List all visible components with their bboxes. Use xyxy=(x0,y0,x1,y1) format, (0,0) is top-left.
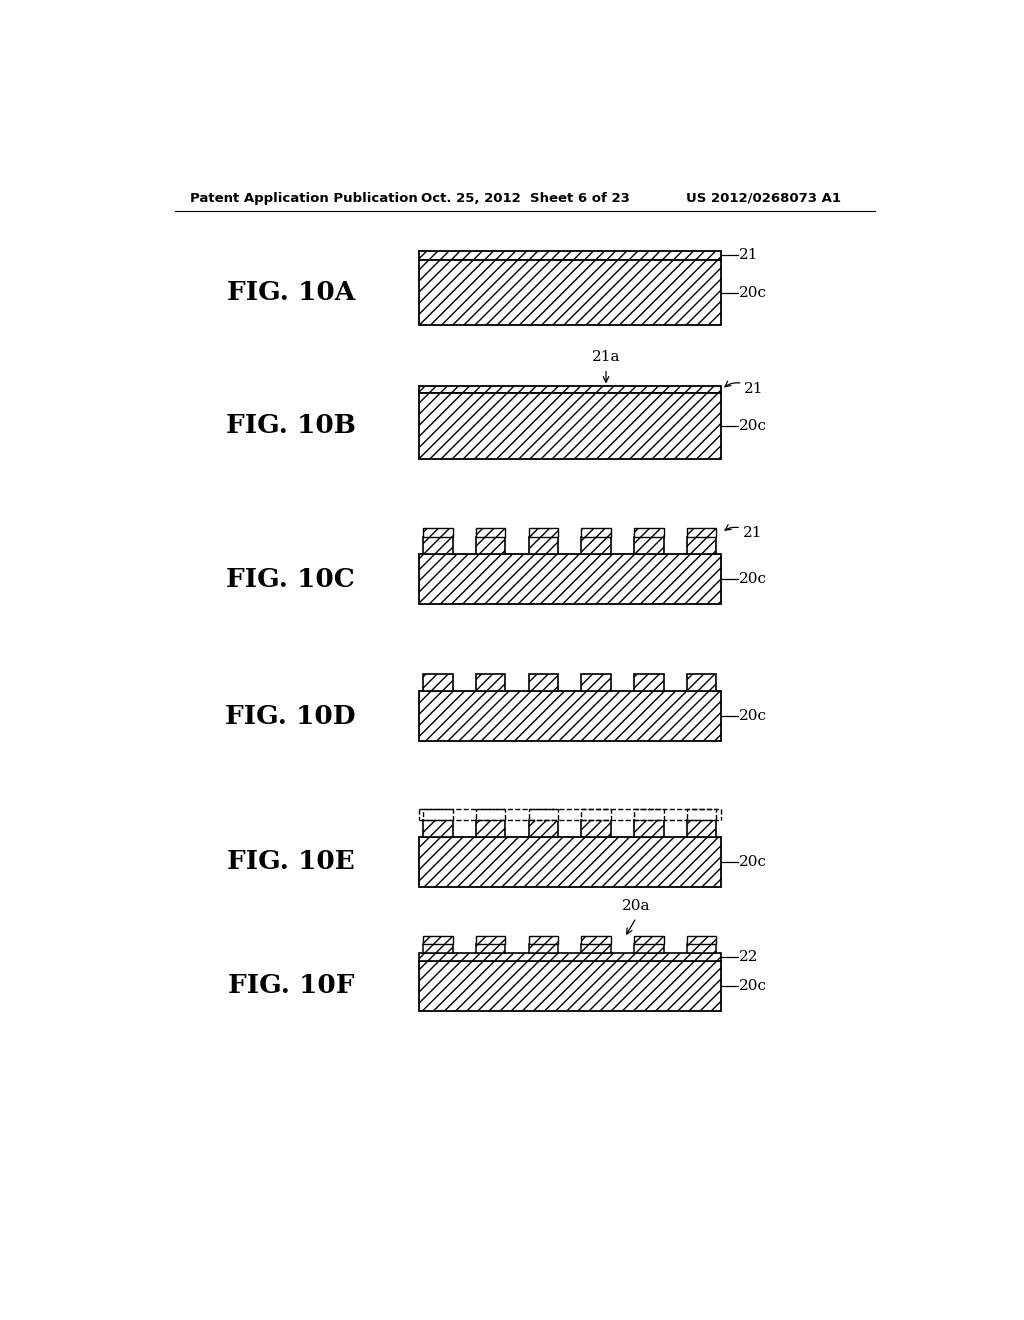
Text: 22: 22 xyxy=(738,950,758,964)
Bar xyxy=(419,393,721,459)
Text: 21: 21 xyxy=(742,525,762,540)
Bar xyxy=(687,528,716,537)
Bar xyxy=(582,936,611,944)
Text: 21: 21 xyxy=(738,248,758,263)
Bar xyxy=(476,944,506,953)
Bar xyxy=(528,944,558,953)
Bar xyxy=(634,944,664,953)
Bar xyxy=(634,537,664,554)
Text: 20a: 20a xyxy=(622,899,650,913)
Bar xyxy=(419,692,721,742)
Bar xyxy=(528,528,558,537)
Bar xyxy=(476,809,506,820)
Text: 20c: 20c xyxy=(738,285,767,300)
Bar xyxy=(687,675,716,692)
Bar xyxy=(582,528,611,537)
Bar xyxy=(423,537,453,554)
Text: 21: 21 xyxy=(744,383,764,396)
Bar xyxy=(476,936,506,944)
Bar xyxy=(687,809,716,820)
Bar xyxy=(419,385,721,393)
Bar xyxy=(582,537,611,554)
Bar xyxy=(687,936,716,944)
Bar xyxy=(476,537,506,554)
Bar xyxy=(419,260,721,326)
Bar xyxy=(419,554,721,605)
Text: Oct. 25, 2012  Sheet 6 of 23: Oct. 25, 2012 Sheet 6 of 23 xyxy=(421,191,630,205)
Bar xyxy=(476,528,506,537)
Text: US 2012/0268073 A1: US 2012/0268073 A1 xyxy=(686,191,841,205)
Bar xyxy=(634,675,664,692)
Text: 21a: 21a xyxy=(592,350,621,364)
Bar xyxy=(582,809,611,820)
Bar xyxy=(634,528,664,537)
Bar xyxy=(634,809,664,820)
Text: 20c: 20c xyxy=(738,418,767,433)
Bar xyxy=(528,809,558,820)
Bar xyxy=(582,675,611,692)
Bar xyxy=(582,944,611,953)
Text: 20c: 20c xyxy=(738,978,767,993)
Bar xyxy=(634,936,664,944)
Bar xyxy=(528,820,558,837)
Bar xyxy=(419,953,721,961)
Bar xyxy=(423,528,453,537)
Text: 20c: 20c xyxy=(738,855,767,869)
Bar xyxy=(419,837,721,887)
Bar xyxy=(423,809,453,820)
Bar xyxy=(687,537,716,554)
Bar xyxy=(423,944,453,953)
Text: FIG. 10B: FIG. 10B xyxy=(225,413,355,438)
Text: 20c: 20c xyxy=(738,572,767,586)
Bar xyxy=(476,820,506,837)
Bar xyxy=(634,820,664,837)
Text: 20c: 20c xyxy=(738,709,767,723)
Bar xyxy=(419,251,721,260)
Bar xyxy=(476,675,506,692)
Text: FIG. 10E: FIG. 10E xyxy=(227,849,354,874)
Text: Patent Application Publication: Patent Application Publication xyxy=(190,191,418,205)
Bar xyxy=(582,820,611,837)
Bar xyxy=(528,936,558,944)
Text: FIG. 10C: FIG. 10C xyxy=(226,566,355,591)
Bar xyxy=(423,820,453,837)
Bar xyxy=(528,537,558,554)
Bar xyxy=(423,675,453,692)
Bar xyxy=(528,675,558,692)
Text: FIG. 10D: FIG. 10D xyxy=(225,704,356,729)
Text: FIG. 10F: FIG. 10F xyxy=(227,973,354,998)
Bar xyxy=(419,961,721,1011)
Bar xyxy=(687,944,716,953)
Bar xyxy=(423,936,453,944)
Bar xyxy=(687,820,716,837)
Text: FIG. 10A: FIG. 10A xyxy=(226,280,355,305)
